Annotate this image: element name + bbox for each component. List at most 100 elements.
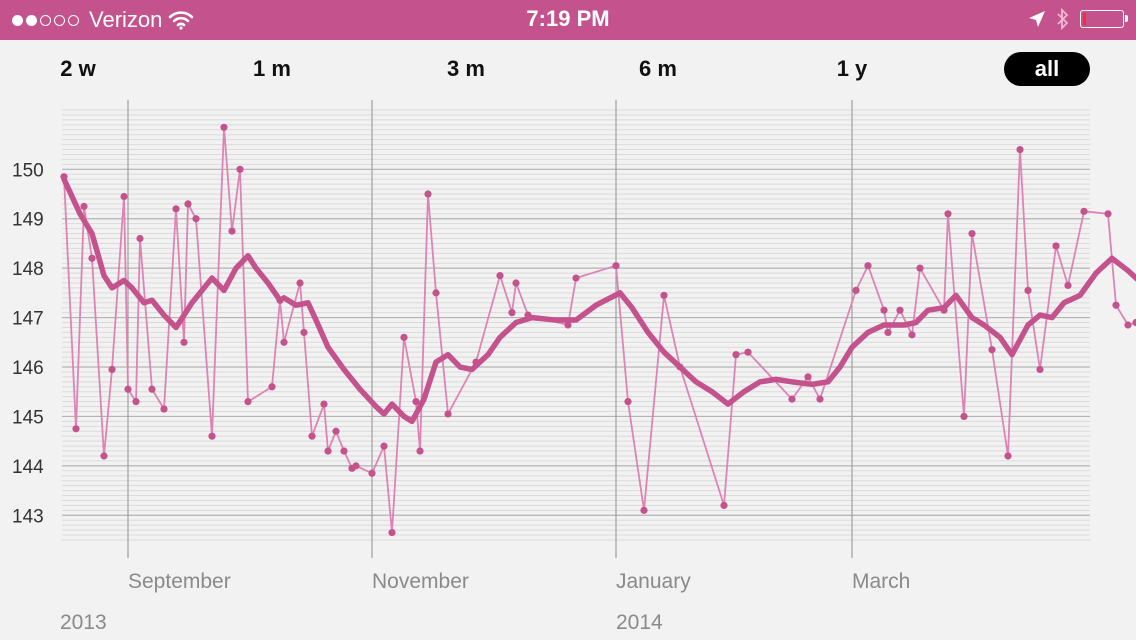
raw-data-point [236, 165, 244, 173]
raw-data-point [732, 351, 740, 359]
raw-data-point [124, 385, 132, 393]
y-axis-tick-labels: 143 144 145 146 147 148 149 150 [12, 160, 44, 527]
tab-1m[interactable]: 1 m [253, 56, 291, 81]
x-tick-label: November [372, 570, 469, 593]
location-arrow-icon [1029, 11, 1045, 27]
raw-data-point [120, 192, 128, 201]
carrier: Verizon [12, 7, 194, 33]
trend-series-line [61, 176, 1136, 425]
raw-data-point [1036, 365, 1044, 374]
raw-data-point [624, 398, 632, 406]
raw-data-point [228, 227, 236, 235]
weight-chart: 143 144 145 146 147 148 149 150 September Novemb… [12, 100, 1136, 634]
raw-data-point [1080, 207, 1088, 215]
raw-data-point [804, 373, 812, 381]
raw-data-point [496, 271, 504, 280]
raw-data-point [720, 501, 728, 510]
signal-dot [54, 14, 65, 26]
raw-data-point [72, 425, 80, 433]
raw-data-point [340, 447, 348, 455]
y-tick-label: 144 [12, 457, 44, 478]
chart-grid [62, 100, 1090, 558]
raw-data-point [1004, 452, 1012, 460]
raw-data-point [220, 123, 228, 131]
raw-data-point [208, 432, 216, 440]
signal-dot [12, 14, 23, 26]
raw-data-point [788, 395, 796, 403]
raw-data-point [88, 254, 96, 262]
raw-data-point [136, 234, 144, 243]
raw-data-point [572, 274, 580, 282]
raw-data-point [444, 410, 452, 418]
raw-data-point [160, 405, 168, 413]
raw-data-point [1104, 210, 1112, 218]
battery-level [1083, 13, 1086, 25]
raw-data-point [268, 383, 276, 391]
raw-data-point [564, 321, 572, 329]
raw-data-point [412, 398, 420, 406]
raw-data-point [416, 447, 424, 455]
raw-data-point [1024, 286, 1032, 295]
raw-data-point [908, 331, 916, 339]
y-tick-label: 147 [12, 309, 44, 330]
year-label: 2014 [616, 611, 663, 634]
raw-data-point [100, 452, 108, 460]
raw-data-point [1132, 318, 1136, 327]
raw-data-point [108, 365, 116, 374]
raw-data-point [640, 506, 648, 514]
raw-data-point [400, 333, 408, 341]
tab-2w[interactable]: 2 w [60, 56, 96, 81]
y-tick-label: 149 [12, 210, 44, 231]
tab-1y[interactable]: 1 y [836, 56, 868, 81]
raw-data-point [880, 306, 888, 314]
raw-data-point [944, 210, 952, 218]
raw-data-point [512, 279, 520, 287]
signal-strength-icon [12, 14, 79, 26]
raw-data-point [332, 427, 340, 435]
raw-data-point [300, 328, 308, 337]
x-tick-label: January [616, 570, 691, 593]
raw-data-point [896, 306, 904, 314]
raw-data-point [184, 200, 192, 208]
raw-data-point [380, 442, 388, 450]
raw-data-point [296, 279, 304, 287]
raw-data-point [132, 398, 140, 406]
y-tick-label: 145 [12, 407, 44, 428]
y-tick-label: 150 [12, 160, 44, 181]
raw-data-point [308, 432, 316, 440]
raw-data-point [280, 338, 288, 346]
raw-data-point [508, 309, 516, 317]
raw-data-point [916, 264, 924, 272]
raw-data-point [1112, 301, 1120, 309]
trend-series [61, 176, 1136, 425]
raw-data-point [324, 447, 332, 455]
raw-data-point [612, 262, 620, 270]
y-tick-label: 143 [12, 506, 44, 527]
raw-data-point [660, 291, 668, 299]
raw-data-point [172, 205, 180, 213]
raw-data-point [180, 338, 188, 346]
signal-dot [68, 14, 79, 26]
raw-data-point [388, 528, 396, 537]
tab-6m[interactable]: 6 m [639, 56, 677, 81]
y-tick-label: 146 [12, 358, 44, 379]
status-bar: Verizon 7:19 PM [0, 0, 1136, 40]
x-tick-label: March [852, 570, 910, 593]
signal-dot [40, 14, 51, 26]
x-tick-label: September [128, 570, 231, 593]
signal-dot [26, 14, 37, 26]
raw-data-point [968, 229, 976, 238]
wifi-icon [169, 11, 194, 30]
raw-data-point [852, 286, 860, 295]
x-axis-tick-labels: September November January March 2013 2014 [60, 570, 910, 634]
raw-series [60, 123, 1136, 537]
status-time: 7:19 PM [526, 6, 610, 31]
range-tabs: 2 w 1 m 3 m 6 m 1 y all [0, 40, 1136, 96]
raw-data-point [960, 412, 968, 421]
tab-all[interactable]: all [1004, 52, 1090, 86]
bluetooth-icon [1057, 8, 1069, 30]
tab-3m[interactable]: 3 m [447, 56, 485, 81]
raw-data-point [884, 328, 892, 337]
raw-data-point [424, 190, 432, 198]
y-tick-label: 148 [12, 259, 44, 280]
